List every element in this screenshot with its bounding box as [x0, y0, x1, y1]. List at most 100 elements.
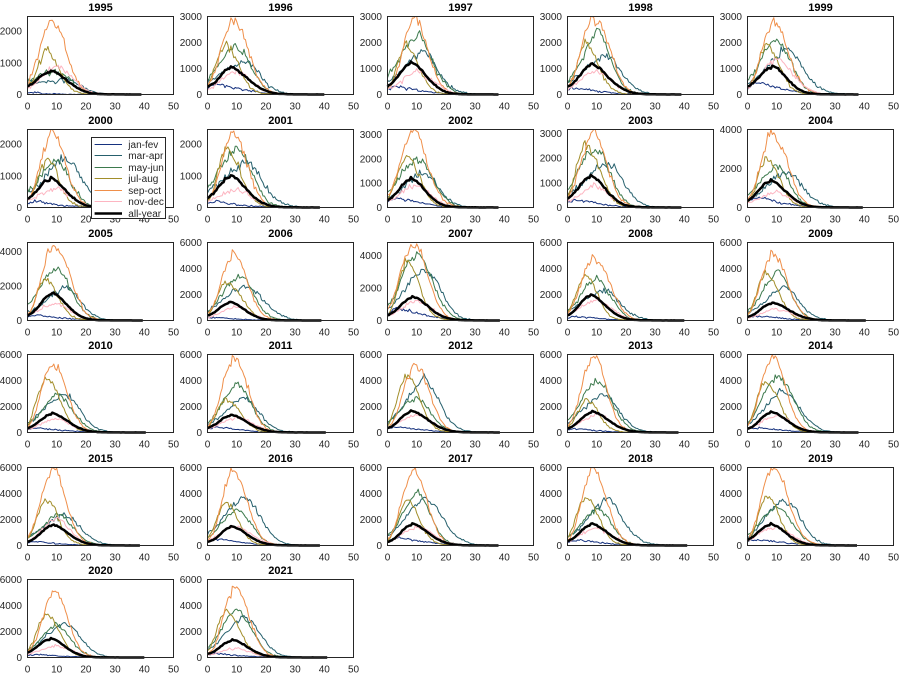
svg-text:1000: 1000 [180, 64, 203, 75]
svg-text:0: 0 [196, 316, 202, 327]
svg-text:2000: 2000 [720, 515, 743, 526]
svg-text:10: 10 [51, 553, 63, 564]
svg-text:mar-apr: mar-apr [128, 151, 164, 162]
svg-text:4000: 4000 [180, 489, 203, 500]
svg-text:0: 0 [16, 541, 22, 552]
svg-text:1000: 1000 [720, 64, 743, 75]
svg-text:6000: 6000 [0, 463, 22, 474]
svg-text:0: 0 [565, 215, 571, 226]
svg-text:30: 30 [290, 215, 302, 226]
svg-text:2000: 2000 [180, 402, 203, 413]
svg-text:40: 40 [319, 102, 331, 113]
svg-text:0: 0 [376, 90, 382, 101]
svg-text:6000: 6000 [180, 575, 203, 586]
svg-text:0: 0 [205, 665, 211, 675]
svg-text:6000: 6000 [0, 350, 22, 361]
svg-text:0: 0 [385, 102, 391, 113]
svg-text:2000: 2000 [720, 38, 743, 49]
svg-text:2000: 2000 [88, 115, 112, 127]
svg-text:20: 20 [800, 215, 812, 226]
svg-text:4000: 4000 [360, 376, 383, 387]
svg-text:1997: 1997 [448, 2, 472, 14]
svg-text:3000: 3000 [540, 129, 563, 140]
svg-text:4000: 4000 [540, 264, 563, 275]
svg-text:0: 0 [196, 203, 202, 214]
svg-text:20: 20 [80, 328, 92, 339]
svg-text:30: 30 [290, 102, 302, 113]
svg-text:6000: 6000 [0, 575, 22, 586]
svg-text:30: 30 [650, 440, 662, 451]
svg-text:0: 0 [565, 440, 571, 451]
svg-text:40: 40 [859, 553, 871, 564]
svg-text:10: 10 [231, 328, 243, 339]
svg-text:30: 30 [650, 215, 662, 226]
svg-text:0: 0 [556, 541, 562, 552]
svg-text:2019: 2019 [808, 453, 832, 465]
svg-text:30: 30 [650, 328, 662, 339]
svg-text:0: 0 [25, 328, 31, 339]
svg-text:jul-aug: jul-aug [127, 174, 158, 185]
svg-text:50: 50 [528, 102, 540, 113]
svg-text:20: 20 [260, 440, 272, 451]
svg-text:0: 0 [736, 541, 742, 552]
svg-text:50: 50 [708, 328, 720, 339]
svg-text:30: 30 [830, 328, 842, 339]
svg-text:50: 50 [348, 102, 360, 113]
svg-text:10: 10 [231, 215, 243, 226]
svg-text:10: 10 [411, 440, 423, 451]
svg-text:0: 0 [376, 316, 382, 327]
svg-text:30: 30 [290, 665, 302, 675]
svg-text:2000: 2000 [180, 38, 203, 49]
svg-text:30: 30 [290, 440, 302, 451]
svg-text:2000: 2000 [360, 515, 383, 526]
svg-text:6000: 6000 [180, 463, 203, 474]
svg-text:50: 50 [348, 328, 360, 339]
svg-text:50: 50 [168, 440, 180, 451]
svg-text:50: 50 [708, 440, 720, 451]
svg-text:20: 20 [620, 102, 632, 113]
svg-text:2000: 2000 [360, 154, 383, 165]
svg-text:2000: 2000 [0, 26, 22, 37]
svg-text:4000: 4000 [0, 601, 22, 612]
svg-text:0: 0 [25, 102, 31, 113]
svg-text:2002: 2002 [448, 115, 472, 127]
svg-text:40: 40 [319, 440, 331, 451]
svg-text:20: 20 [260, 328, 272, 339]
svg-text:10: 10 [231, 102, 243, 113]
svg-text:4000: 4000 [720, 125, 743, 136]
svg-text:50: 50 [888, 553, 900, 564]
svg-text:2010: 2010 [88, 340, 112, 352]
svg-text:6000: 6000 [540, 350, 563, 361]
svg-text:20: 20 [800, 102, 812, 113]
svg-text:30: 30 [110, 665, 122, 675]
svg-text:50: 50 [168, 328, 180, 339]
svg-text:20: 20 [440, 102, 452, 113]
svg-text:20: 20 [440, 440, 452, 451]
svg-text:2001: 2001 [268, 115, 292, 127]
svg-text:20: 20 [80, 102, 92, 113]
svg-text:4000: 4000 [720, 489, 743, 500]
svg-text:10: 10 [231, 553, 243, 564]
svg-text:2014: 2014 [808, 340, 833, 352]
svg-text:20: 20 [800, 440, 812, 451]
svg-text:10: 10 [231, 665, 243, 675]
svg-text:50: 50 [888, 102, 900, 113]
svg-text:0: 0 [376, 428, 382, 439]
svg-text:0: 0 [196, 428, 202, 439]
svg-text:30: 30 [650, 102, 662, 113]
svg-text:6000: 6000 [720, 463, 743, 474]
svg-text:4000: 4000 [0, 489, 22, 500]
svg-text:2000: 2000 [180, 139, 203, 150]
svg-text:0: 0 [16, 316, 22, 327]
svg-text:30: 30 [110, 215, 122, 226]
svg-text:20: 20 [800, 553, 812, 564]
svg-text:10: 10 [771, 328, 783, 339]
svg-text:50: 50 [888, 215, 900, 226]
svg-text:10: 10 [51, 215, 63, 226]
svg-text:40: 40 [139, 215, 151, 226]
svg-text:2000: 2000 [180, 290, 203, 301]
svg-text:0: 0 [736, 203, 742, 214]
svg-text:20: 20 [440, 553, 452, 564]
svg-text:10: 10 [51, 665, 63, 675]
svg-text:0: 0 [556, 203, 562, 214]
